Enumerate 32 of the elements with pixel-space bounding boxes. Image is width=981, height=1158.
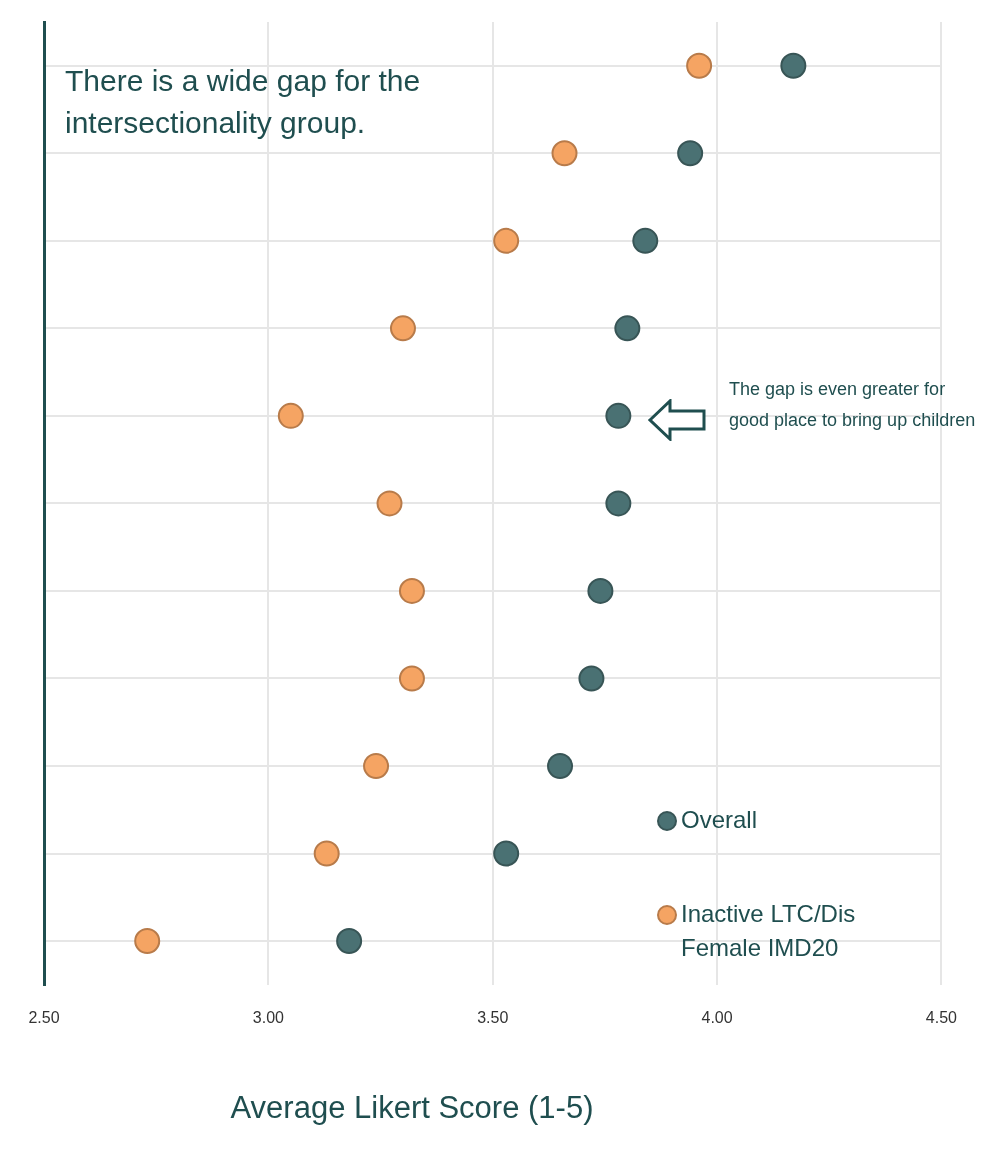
point: [336, 928, 363, 955]
annotation: The gap is even greater for good place to bring up children: [729, 378, 977, 432]
x-tick-label: 3.00: [252, 1008, 285, 1026]
point: [547, 752, 574, 779]
legend-label: Overall: [681, 805, 759, 835]
point: [632, 227, 659, 254]
point: [493, 840, 520, 867]
point: [376, 490, 403, 517]
x-tick-label: 3.50: [477, 1008, 509, 1026]
point: [493, 227, 520, 254]
x-tick-label: 4.00: [701, 1008, 733, 1026]
x-tick-label: 2.50: [28, 1008, 60, 1026]
point: [587, 577, 614, 604]
point: [614, 315, 641, 342]
x-tick-label: 4.50: [925, 1008, 958, 1026]
point: [551, 140, 578, 167]
point: [605, 490, 632, 517]
point: [363, 752, 390, 779]
point: [313, 840, 340, 867]
point: [398, 665, 425, 692]
point: [677, 140, 704, 167]
point: [398, 577, 425, 604]
x-axis-title: Average Likert Score (1-5): [229, 1090, 595, 1126]
point: [277, 402, 304, 429]
point: [780, 52, 807, 79]
point: [578, 665, 605, 692]
point: [605, 402, 632, 429]
point: [134, 928, 161, 955]
annotation: There is a wide gap for the intersectionality group.: [65, 63, 422, 141]
point: [389, 315, 416, 342]
point: [686, 52, 713, 79]
legend-label: Inactive LTC/Dis Female IMD20: [681, 899, 857, 963]
